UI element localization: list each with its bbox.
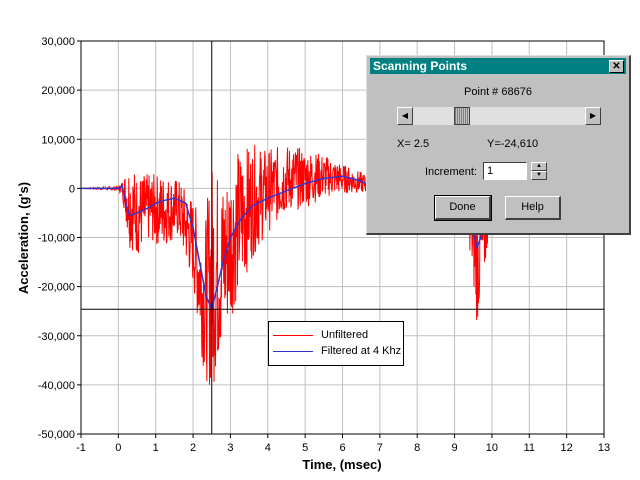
cursor-crosshair xyxy=(81,41,604,434)
chart-legend: Unfiltered Filtered at 4 Khz xyxy=(268,321,404,366)
legend-item-filtered: Filtered at 4 Khz xyxy=(273,344,401,358)
legend-label: Filtered at 4 Khz xyxy=(321,345,402,357)
point-number-label: Point # 68676 xyxy=(464,86,532,98)
y-tick-label: 20,000 xyxy=(41,85,75,97)
dialog-title: Scanning Points xyxy=(373,59,468,73)
x-tick-label: 5 xyxy=(302,442,308,454)
y-tick-label: -30,000 xyxy=(38,331,75,343)
y-axis-label: Acceleration, (g's) xyxy=(16,182,31,294)
y-tick-label: -50,000 xyxy=(38,429,75,441)
increment-label: Increment: xyxy=(425,166,477,178)
x-tick-label: 1 xyxy=(153,442,159,454)
legend-item-unfiltered: Unfiltered xyxy=(273,328,368,342)
y-tick-label: 0 xyxy=(69,183,75,195)
y-tick-label: 30,000 xyxy=(41,36,75,48)
legend-label: Unfiltered xyxy=(321,329,369,341)
x-tick-label: 9 xyxy=(452,442,458,454)
y-tick-label: -40,000 xyxy=(38,380,75,392)
increment-input[interactable]: 1 xyxy=(483,162,527,180)
x-tick-label: 12 xyxy=(561,442,573,454)
x-tick-label: 2 xyxy=(190,442,196,454)
x-axis-label: Time, (msec) xyxy=(302,457,381,472)
x-tick-label: 3 xyxy=(227,442,233,454)
x-tick-label: 8 xyxy=(414,442,420,454)
x-tick-label: 7 xyxy=(377,442,383,454)
y-tick-label: -20,000 xyxy=(38,282,75,294)
help-button[interactable]: Help xyxy=(505,196,561,220)
x-tick-label: 11 xyxy=(524,442,535,454)
x-tick-label: 6 xyxy=(339,442,345,454)
x-tick-label: 0 xyxy=(115,442,121,454)
done-button[interactable]: Done xyxy=(434,195,492,221)
spin-down-icon[interactable]: ▼ xyxy=(531,171,547,180)
spin-up-icon[interactable]: ▲ xyxy=(531,162,547,171)
x-readout: X= 2.5 xyxy=(397,138,430,150)
chart-ticks: -1 0 1 2 3 4 5 6 7 8 9 10 11 12 1330,00020,00010,0000-… xyxy=(38,36,610,454)
legend-swatch-blue xyxy=(273,350,313,352)
x-tick-label: 13 xyxy=(598,442,610,454)
y-tick-label: 10,000 xyxy=(41,134,75,146)
increment-spinner[interactable]: ▲ ▼ xyxy=(531,162,547,181)
legend-swatch-red xyxy=(273,334,313,336)
dialog-titlebar[interactable]: Scanning Points ✕ xyxy=(370,58,626,74)
x-tick-label: 4 xyxy=(265,442,271,454)
close-button[interactable]: ✕ xyxy=(609,60,624,73)
scanning-points-dialog: Scanning Points ✕ Point # 68676 ◀ ▶ X= 2… xyxy=(366,55,631,235)
scroll-right-arrow-icon[interactable]: ▶ xyxy=(585,107,601,125)
x-tick-label: -1 xyxy=(76,442,86,454)
y-tick-label: -10,000 xyxy=(38,233,75,245)
point-scrollbar[interactable]: ◀ ▶ xyxy=(397,107,601,125)
scroll-left-arrow-icon[interactable]: ◀ xyxy=(397,107,413,125)
x-tick-label: 10 xyxy=(486,442,498,454)
y-readout: Y=-24,610 xyxy=(487,138,539,150)
scroll-thumb[interactable] xyxy=(454,107,470,125)
